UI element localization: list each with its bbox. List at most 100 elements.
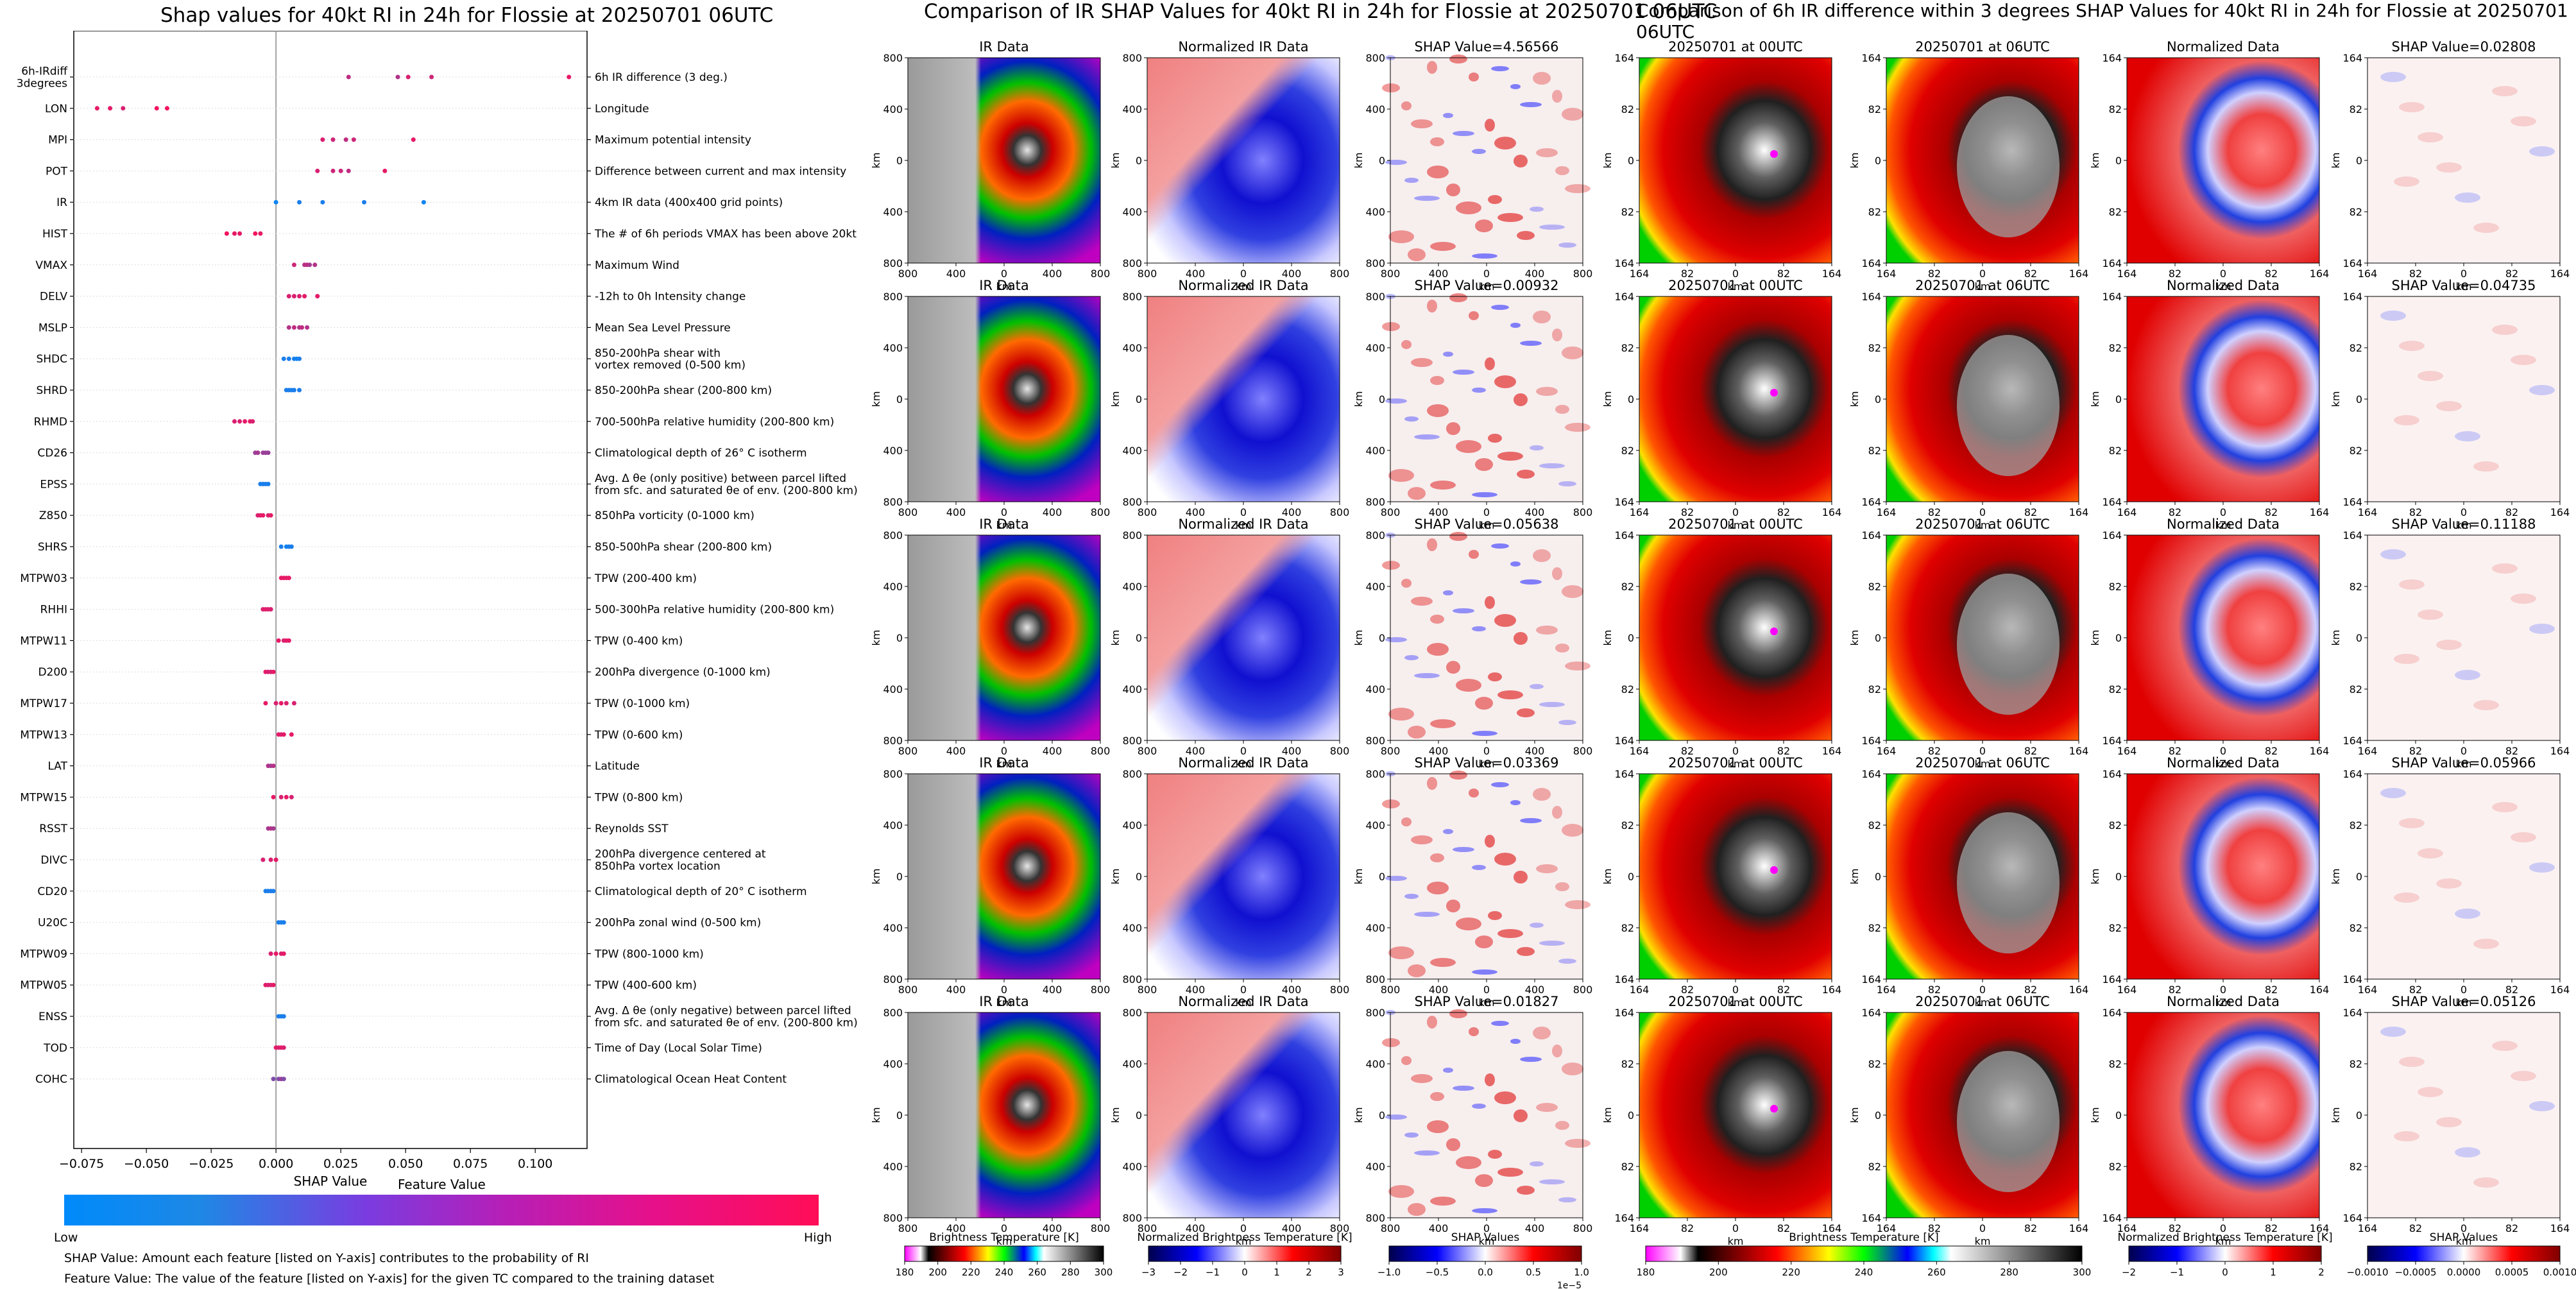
- panel-xtick-label: 0: [2220, 1222, 2226, 1234]
- ir-shap-blob: [1453, 131, 1474, 136]
- panel-ytick-label: 164: [1614, 52, 1634, 64]
- ir-shap-blob: [1411, 835, 1433, 844]
- panel-xlabel: km: [1479, 1235, 1495, 1247]
- panel-xtick-label: 400: [1282, 984, 1302, 996]
- panel-xtick-label: 164: [2117, 1222, 2137, 1234]
- panel-ytick-label: 82: [1621, 819, 1634, 832]
- ir-shap-blob: [1382, 322, 1400, 331]
- diff-shap-blob: [2455, 909, 2480, 919]
- panel-ytick-label: 400: [883, 819, 903, 832]
- ir-shap-blob: [1562, 585, 1583, 598]
- panel-xtick-label: 164: [1822, 506, 1842, 518]
- panel-ytick-label: 0: [1875, 1109, 1881, 1122]
- ir-shap-blob: [1517, 708, 1535, 717]
- diff-shap-blob: [2455, 431, 2480, 441]
- panel-xtick-label: 800: [1138, 984, 1157, 996]
- panel-ytick-label: 800: [883, 1007, 903, 1019]
- diff-shap-blob: [2399, 341, 2425, 351]
- ir-bt-colorbar-label: Brightness Temperature [K]: [929, 1231, 1079, 1244]
- panel-xtick-label: 800: [1381, 745, 1401, 757]
- shap-point: [346, 168, 351, 173]
- panel-ytick-label: 164: [2102, 52, 2122, 64]
- panel-ytick-label: 82: [1621, 1161, 1634, 1173]
- panel-ytick-label: 400: [1365, 819, 1385, 832]
- shap-point: [94, 106, 99, 111]
- ir-shap-blob: [1488, 434, 1502, 443]
- panel-xtick-label: 400: [1043, 984, 1062, 996]
- panel-xtick-label: 82: [2265, 506, 2278, 518]
- panel-title-diff-shap: SHAP Value=0.05966: [2392, 755, 2536, 771]
- panel-ytick-label: 800: [1122, 291, 1142, 303]
- feature-name-label: IR: [56, 196, 67, 209]
- diff-bt-colorbar-tick-label: 220: [1782, 1267, 1800, 1278]
- panel-ylabel: km: [1109, 869, 1122, 885]
- panel-ytick-label: 164: [2342, 291, 2362, 303]
- shap-point: [232, 231, 237, 236]
- center-marker: [1770, 150, 1778, 158]
- panel-ytick-label: 82: [2350, 1161, 2362, 1173]
- panel-xtick-label: 82: [2265, 1222, 2278, 1234]
- panel-xtick-label: 800: [1573, 745, 1593, 757]
- diff-norm-colorbar-tick-label: 2: [2318, 1267, 2324, 1278]
- panel-ytick-label: 800: [1365, 52, 1385, 64]
- feature-name-label: MTPW17: [20, 697, 67, 710]
- diff-00utc-image: [1639, 296, 1832, 502]
- panel-xtick-label: 164: [2358, 506, 2378, 518]
- diff-shap-colorbar-tick-label: −0.0005: [2394, 1267, 2436, 1278]
- ir-shap-blob: [1530, 207, 1544, 212]
- panel-ytick-label: 400: [1365, 206, 1385, 218]
- panel-xtick-label: 164: [1877, 984, 1897, 996]
- center-marker: [1770, 1105, 1778, 1113]
- panel-ytick-label: 82: [1868, 206, 1881, 218]
- panel-xtick-label: 0: [1240, 506, 1247, 518]
- feature-desc-label: 200hPa divergence centered at 850hPa vort…: [595, 848, 766, 873]
- panel-ytick-label: 400: [1365, 1161, 1385, 1173]
- shap-point: [268, 857, 273, 862]
- shap-point: [271, 1077, 276, 1082]
- ir-shap-blob: [1520, 579, 1542, 585]
- panel-xtick-label: 800: [1381, 268, 1401, 280]
- ir-shap-blob: [1562, 1063, 1583, 1075]
- panel-xlabel: km: [1728, 996, 1744, 1009]
- diff-shap-blob: [2511, 1071, 2536, 1081]
- diff-norm-colorbar: [2128, 1245, 2322, 1262]
- panel-ytick-label: 400: [883, 922, 903, 934]
- feature-name-label: RHMD: [34, 416, 67, 429]
- ir-shap-blob: [1552, 567, 1562, 580]
- panel-ytick-label: 400: [1365, 342, 1385, 354]
- panel-xtick-label: 0: [2461, 984, 2467, 996]
- panel-ytick-label: 164: [1614, 973, 1634, 986]
- panel-xtick-label: 800: [1330, 268, 1350, 280]
- diff-shap-image: [2367, 58, 2560, 263]
- panel-xtick-label: 800: [1573, 506, 1593, 518]
- panel-ytick-label: 82: [1868, 581, 1881, 593]
- shap-point: [429, 74, 434, 80]
- panel-ytick-label: 800: [1122, 768, 1142, 780]
- panel-title-normalized: Normalized Data: [2167, 39, 2280, 55]
- panel-xtick-label: 0: [1979, 1222, 1986, 1234]
- panel-xtick-label: 82: [1777, 745, 1790, 757]
- feature-name-label: ENSS: [38, 1011, 67, 1023]
- ir-shap-blob: [1408, 964, 1426, 977]
- shap-point: [258, 231, 263, 236]
- diff-shap-blob: [2529, 146, 2555, 157]
- feature-desc-label: 6h IR difference (3 deg.): [595, 71, 728, 84]
- panel-ytick-label: 800: [1365, 529, 1385, 542]
- panel-ytick-label: 0: [1628, 632, 1634, 644]
- ir-shap-blob: [1411, 597, 1433, 606]
- panel-xtick-label: 82: [2505, 745, 2518, 757]
- panel-ytick-label: 0: [1379, 871, 1385, 883]
- panel-xtick-label: 82: [2265, 745, 2278, 757]
- feature-name-label: CD20: [37, 885, 67, 898]
- shap-point: [154, 106, 159, 111]
- panel-xtick-label: 400: [1525, 268, 1545, 280]
- feature-name-label: MPI: [48, 134, 67, 147]
- ir-shap-blob: [1453, 847, 1474, 852]
- ir-shap-blob: [1558, 1197, 1576, 1202]
- ir-shap-blob: [1558, 243, 1576, 248]
- panel-xtick-label: 0: [1732, 268, 1739, 280]
- panel-xtick-label: 0: [2461, 1222, 2467, 1234]
- panel-ytick-label: 800: [1365, 1212, 1385, 1224]
- ir-shap-blob: [1414, 434, 1440, 440]
- feature-name-label: DIVC: [40, 854, 67, 867]
